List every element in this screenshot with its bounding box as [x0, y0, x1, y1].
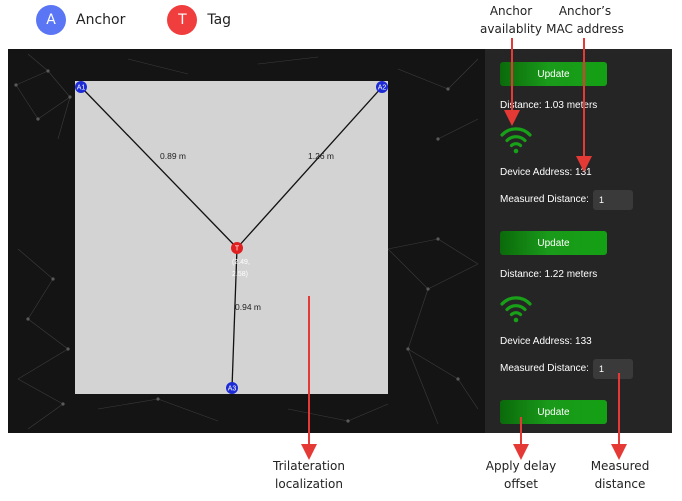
device-address-row-1: Device Address: 131 — [500, 167, 592, 178]
annotation-mac-line2: MAC address — [546, 22, 624, 36]
annotation-availability-line1: Anchor — [489, 4, 533, 18]
annotation-delay-offset: Apply delay offset — [480, 457, 562, 493]
update-button-2[interactable]: Update — [500, 231, 607, 255]
anchor-a3-marker[interactable] — [226, 382, 238, 394]
device-address-label-1: Device Address: — [500, 167, 573, 178]
annotation-delay-line1: Apply delay — [485, 459, 557, 473]
annotation-trilateration-line1: Trilateration — [273, 459, 345, 473]
update-button-3[interactable]: Update — [500, 400, 607, 424]
annotation-availability-line2: availablity — [480, 22, 542, 36]
network-background — [14, 53, 669, 430]
annotation-measured-line1: Measured — [590, 459, 650, 473]
line-a2-tag — [236, 86, 383, 249]
anchor-legend-dot: A — [36, 5, 66, 35]
distance-label-a1: 0.89 m — [160, 151, 186, 161]
app-window: 0.89 m 1.26 m 0.94 m A1 A2 A3 T (2.49, 2… — [8, 49, 672, 433]
wifi-icon-1 — [500, 127, 532, 154]
annotation-measured-distance: Measured distance — [583, 457, 657, 493]
distance-readout-1: Distance: 1.03 meters — [500, 100, 597, 111]
distance-label-1: Distance: — [500, 100, 542, 111]
trilateration-map: 0.89 m 1.26 m 0.94 m A1 A2 A3 T (2.49, 2… — [75, 81, 388, 394]
distance-readout-2: Distance: 1.22 meters — [500, 269, 597, 280]
anchor-a2-label: A2 — [378, 85, 387, 92]
anchor-a2-marker[interactable] — [376, 81, 388, 93]
distance-label-a3: 0.94 m — [235, 302, 261, 312]
map-canvas: 0.89 m 1.26 m 0.94 m A1 A2 A3 T (2.49, 2… — [75, 81, 388, 394]
device-address-value-1: 131 — [575, 167, 592, 178]
distance-value-2: 1.22 meters — [544, 269, 598, 280]
tag-marker[interactable] — [231, 242, 243, 254]
line-a1-tag — [80, 86, 238, 249]
update-button-1[interactable]: Update — [500, 62, 607, 86]
annotation-delay-line2: offset — [504, 477, 538, 491]
tag-legend-dot: T — [167, 5, 198, 35]
tag-coordinate-y: 2.58) — [232, 271, 248, 278]
wifi-icon-2 — [500, 296, 532, 323]
device-address-value-2: 133 — [575, 336, 592, 347]
tag-legend-label: Tag — [207, 12, 232, 28]
measured-distance-input-1[interactable]: 1 — [593, 190, 633, 210]
device-address-label-2: Device Address: — [500, 336, 573, 347]
anchor-legend-label: Anchor — [76, 12, 126, 28]
anchor-a1-label: A1 — [77, 85, 86, 92]
annotation-measured-line2: distance — [594, 477, 646, 491]
annotation-anchor-availability: Anchor availablity — [476, 2, 546, 38]
anchor-side-panel: Update Distance: 1.03 meters Device Addr… — [485, 49, 672, 433]
annotation-trilateration: Trilateration localization — [264, 457, 354, 493]
annotation-mac-line1: Anchor’s — [558, 4, 612, 18]
tag-coordinate-x: (2.49, — [232, 259, 250, 266]
distance-label-2: Distance: — [500, 269, 542, 280]
legend-anchor: A Anchor — [36, 5, 125, 35]
annotation-mac-address: Anchor’s MAC address — [544, 2, 626, 38]
legend-tag: T Tag — [167, 5, 231, 35]
anchor-a3-label: A3 — [228, 386, 237, 393]
anchor-a1-marker[interactable] — [75, 81, 87, 93]
tag-marker-label: T — [235, 246, 240, 253]
legend: A Anchor T Tag — [36, 5, 273, 35]
device-address-row-2: Device Address: 133 — [500, 336, 592, 347]
measured-distance-input-2[interactable]: 1 — [593, 359, 633, 379]
distance-value-1: 1.03 meters — [544, 100, 598, 111]
distance-label-a2: 1.26 m — [308, 151, 334, 161]
measured-distance-label-1: Measured Distance: — [500, 194, 589, 205]
annotation-trilateration-line2: localization — [275, 477, 343, 491]
line-a3-tag — [231, 247, 238, 389]
measured-distance-label-2: Measured Distance: — [500, 363, 589, 374]
